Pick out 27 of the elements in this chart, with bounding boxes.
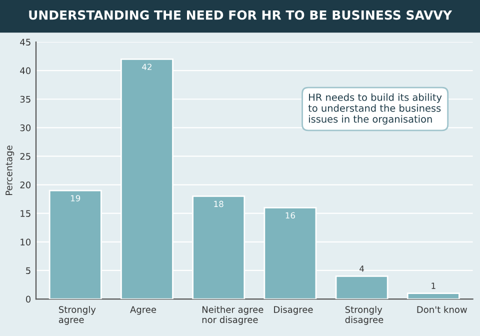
data-label: 4 [360,266,364,272]
y-tick-label: 15 [20,210,30,217]
y-tick-label: 40 [20,67,31,74]
x-tick-label: Agree [130,306,156,315]
chart-title: UNDERSTANDING THE NEED FOR HR TO BE BUSINESS SAVVY [29,10,452,20]
y-tick-label: 5 [26,267,30,274]
x-tick-label: Disagree [274,306,313,315]
x-tick-label: Don't know [417,306,467,313]
x-tick-label: Strongly disagree [345,306,384,325]
y-tick-label: 30 [20,124,31,132]
y-tick-label: 10 [20,238,31,246]
annotation: HR needs to build its ability to understand the business issues in the organisation [308,93,442,125]
y-tick-label: 25 [20,152,30,160]
data-label: 1 [432,282,436,289]
y-tick-label: 0 [26,296,31,303]
data-label: 19 [70,195,80,202]
data-label: 18 [214,200,224,208]
y-tick-label: 45 [20,38,30,46]
x-tick-label: Strongly agree [58,306,96,325]
y-tick-label: 20 [20,182,31,188]
bar [406,292,460,300]
x-tick-label: Neither agree nor disagree [202,306,264,325]
y-axis-title: Percentage [6,146,14,196]
data-label: 42 [142,64,152,70]
data-label: 16 [286,212,295,219]
bar [335,275,388,300]
y-tick-label: 35 [20,96,30,103]
